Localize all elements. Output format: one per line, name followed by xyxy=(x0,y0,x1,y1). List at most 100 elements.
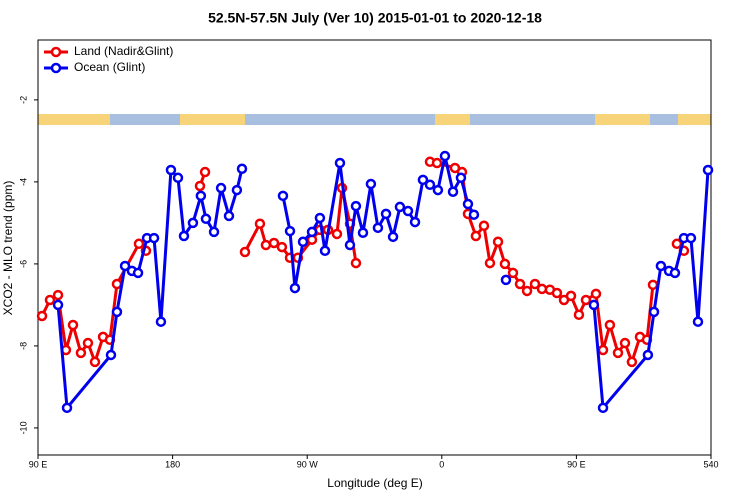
data-point xyxy=(417,174,429,186)
data-point xyxy=(669,267,681,279)
data-point xyxy=(565,290,577,302)
data-point xyxy=(319,245,331,257)
data-point xyxy=(132,267,144,279)
data-point xyxy=(529,278,541,290)
data-point xyxy=(492,236,504,248)
data-point xyxy=(231,184,243,196)
data-point xyxy=(647,279,659,291)
data-point xyxy=(439,150,451,162)
data-point xyxy=(409,216,421,228)
data-point xyxy=(357,227,369,238)
data-point xyxy=(671,238,683,250)
data-point xyxy=(75,347,87,359)
data-point xyxy=(685,232,697,244)
data-point xyxy=(431,157,443,169)
x-axis-label: Longitude (deg E) xyxy=(327,476,422,490)
data-point xyxy=(573,309,585,321)
data-point xyxy=(254,218,266,229)
x-tick-label: 90 E xyxy=(29,459,48,469)
data-point xyxy=(365,178,377,190)
data-point xyxy=(692,316,704,327)
data-point xyxy=(551,287,563,299)
data-point xyxy=(306,226,318,238)
data-point xyxy=(331,228,343,240)
data-point xyxy=(642,349,654,361)
y-tick-label: -6 xyxy=(18,260,28,268)
data-point xyxy=(82,337,94,349)
data-point xyxy=(350,200,362,212)
data-point xyxy=(277,190,289,202)
data-point xyxy=(111,306,123,318)
data-point xyxy=(260,239,272,251)
data-point xyxy=(44,294,56,306)
data-point xyxy=(468,209,480,220)
data-point xyxy=(648,306,660,318)
data-point xyxy=(500,274,512,286)
chart-title: 52.5N-57.5N July (Ver 10) 2015-01-01 to … xyxy=(208,10,542,26)
data-point xyxy=(314,212,326,224)
data-point xyxy=(284,225,296,237)
data-point xyxy=(239,246,251,258)
data-point xyxy=(455,172,467,184)
data-point xyxy=(484,257,496,269)
data-point xyxy=(626,356,638,368)
data-point xyxy=(334,157,346,169)
data-point xyxy=(289,282,301,294)
data-point xyxy=(597,402,609,414)
data-point xyxy=(350,257,362,269)
legend-label: Ocean (Glint) xyxy=(74,60,145,74)
data-point xyxy=(470,230,482,242)
data-point xyxy=(387,231,399,243)
x-tick-label: 540 xyxy=(703,459,718,469)
data-point xyxy=(223,210,235,222)
data-point xyxy=(619,337,631,349)
data-point xyxy=(155,316,167,327)
data-point xyxy=(507,267,519,279)
y-tick-label: -8 xyxy=(18,342,28,350)
data-point xyxy=(604,319,616,331)
data-point xyxy=(89,356,101,368)
data-point xyxy=(133,238,145,250)
data-point xyxy=(111,278,123,290)
data-point xyxy=(344,239,356,251)
data-point xyxy=(187,217,199,229)
plot-frame xyxy=(37,39,712,456)
data-point xyxy=(236,163,248,175)
data-point xyxy=(148,232,160,244)
data-point xyxy=(297,236,309,248)
data-point xyxy=(478,220,490,232)
data-point xyxy=(172,172,184,184)
data-point xyxy=(372,222,384,234)
data-point xyxy=(612,347,624,359)
y-tick-label: -10 xyxy=(18,421,28,434)
data-point xyxy=(597,344,609,356)
y-tick-label: -2 xyxy=(18,96,28,104)
data-point xyxy=(52,289,64,301)
series-line xyxy=(281,155,476,289)
data-point xyxy=(521,285,533,297)
data-point xyxy=(199,166,211,178)
data-point xyxy=(208,226,220,238)
data-point xyxy=(380,208,392,220)
data-point xyxy=(702,164,714,176)
series-line xyxy=(56,166,244,412)
data-point xyxy=(590,288,602,300)
data-point xyxy=(61,402,73,414)
x-tick-label: 0 xyxy=(439,459,444,469)
data-point xyxy=(178,230,190,242)
legend-marker xyxy=(50,46,62,58)
data-point xyxy=(215,182,227,194)
data-point xyxy=(195,190,207,202)
data-point xyxy=(36,310,48,322)
data-point xyxy=(402,205,414,217)
data-point xyxy=(580,294,592,306)
legend-marker xyxy=(50,62,62,74)
data-point xyxy=(200,213,212,225)
data-point xyxy=(447,186,459,197)
data-point xyxy=(194,180,206,192)
data-point xyxy=(588,299,600,311)
data-point xyxy=(119,260,131,272)
y-tick-label: -4 xyxy=(18,178,28,186)
data-point xyxy=(462,198,474,210)
